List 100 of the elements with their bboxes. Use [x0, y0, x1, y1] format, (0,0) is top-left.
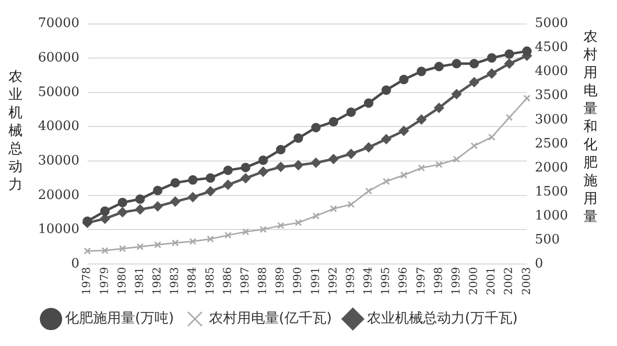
y-axis-title: 农业机械总动力 — [8, 68, 23, 194]
y-tick-label: 30000 — [38, 153, 80, 168]
point — [82, 216, 92, 226]
point — [452, 58, 462, 68]
point — [470, 142, 478, 150]
x-tick-label: 1993 — [344, 267, 357, 296]
x-tick-label: 1983 — [168, 267, 182, 296]
point — [400, 172, 408, 179]
point — [506, 114, 513, 122]
x-tick-label: 1990 — [291, 267, 304, 296]
point — [170, 196, 180, 206]
point — [346, 149, 356, 159]
point — [276, 162, 286, 172]
x-tick-label: 1987 — [238, 267, 252, 296]
point — [258, 166, 268, 176]
point — [170, 178, 180, 188]
y-tick-label: 20000 — [38, 188, 80, 203]
point — [452, 89, 462, 99]
x-tick-label: 2001 — [484, 267, 498, 296]
y-tick-label: 60000 — [38, 50, 80, 66]
point — [348, 200, 355, 208]
point — [224, 232, 232, 239]
point — [312, 212, 320, 220]
point — [434, 103, 444, 113]
x-tick-label: 1994 — [362, 267, 375, 296]
point — [242, 228, 250, 236]
point — [504, 58, 514, 68]
text: 农村用电量和化肥施用量 — [584, 29, 598, 225]
point — [188, 192, 198, 202]
y2-tick-label: 2500 — [534, 136, 568, 152]
point — [364, 142, 374, 152]
x-tick-label: 1984 — [186, 267, 199, 296]
point — [487, 53, 496, 63]
x-tick-label: 1980 — [115, 267, 128, 296]
x-tick-label: 1997 — [414, 267, 428, 296]
x-tick-label: 1996 — [396, 267, 410, 296]
point — [523, 94, 530, 102]
point — [118, 245, 126, 252]
point — [135, 204, 145, 214]
point — [206, 235, 214, 243]
point — [240, 173, 250, 183]
point — [84, 247, 91, 255]
point — [399, 126, 409, 136]
y-tick-label: 10000 — [38, 222, 80, 238]
y2-tick-label: 0 — [534, 256, 544, 272]
point — [416, 66, 426, 76]
point — [311, 158, 321, 168]
y2-tick-label: 5000 — [534, 16, 568, 32]
x-tick-label: 1979 — [98, 267, 111, 296]
y2-tick-label: 1000 — [534, 208, 568, 224]
x-tick-label: 1992 — [326, 267, 340, 296]
point — [311, 122, 321, 132]
point — [399, 74, 409, 84]
x-tick-label: 1998 — [432, 267, 445, 296]
point — [135, 194, 145, 204]
point — [469, 77, 479, 87]
point — [206, 186, 216, 196]
y2-tick-label: 3000 — [534, 112, 568, 128]
point — [100, 206, 110, 216]
y-tick-label: 50000 — [38, 84, 80, 100]
point — [206, 173, 216, 183]
x-tick-label: 1978 — [80, 267, 94, 296]
point — [294, 160, 304, 170]
y-tick-label: 40000 — [38, 119, 80, 134]
point — [328, 117, 338, 127]
point — [346, 107, 356, 117]
point — [260, 226, 267, 233]
x-tick-label: 1981 — [132, 267, 146, 296]
x-tick-label: 1999 — [449, 267, 462, 296]
x-tick-label: 2003 — [520, 267, 533, 296]
x-tick-label: 1986 — [220, 267, 234, 296]
point — [294, 133, 304, 143]
x-tick-label: 2000 — [467, 267, 480, 296]
point — [487, 68, 496, 78]
point — [330, 205, 338, 212]
point — [152, 186, 162, 196]
y-tick-label: 70000 — [38, 16, 80, 32]
point — [189, 238, 196, 246]
point — [522, 46, 532, 56]
x-tick-label: 1989 — [274, 267, 287, 296]
legend-label: 农业机械总动力(万千瓦) — [366, 310, 518, 327]
point — [172, 239, 179, 246]
point — [223, 166, 233, 176]
point — [240, 162, 250, 172]
point — [101, 246, 109, 254]
y-tick-label: 0 — [71, 256, 80, 272]
point — [434, 62, 444, 72]
point — [469, 58, 479, 68]
y2-tick-label: 2000 — [534, 160, 568, 176]
y2-tick-label: 4500 — [534, 40, 568, 56]
point — [277, 222, 284, 230]
point — [435, 160, 443, 168]
x-tick-label: 2002 — [502, 267, 516, 296]
x-tick-label: 1995 — [379, 267, 392, 296]
point — [328, 154, 338, 164]
point — [276, 144, 286, 154]
y2-tick-label: 3500 — [534, 88, 568, 104]
point — [118, 198, 128, 208]
y2-tick-label: 1500 — [534, 184, 568, 200]
point — [382, 178, 390, 185]
